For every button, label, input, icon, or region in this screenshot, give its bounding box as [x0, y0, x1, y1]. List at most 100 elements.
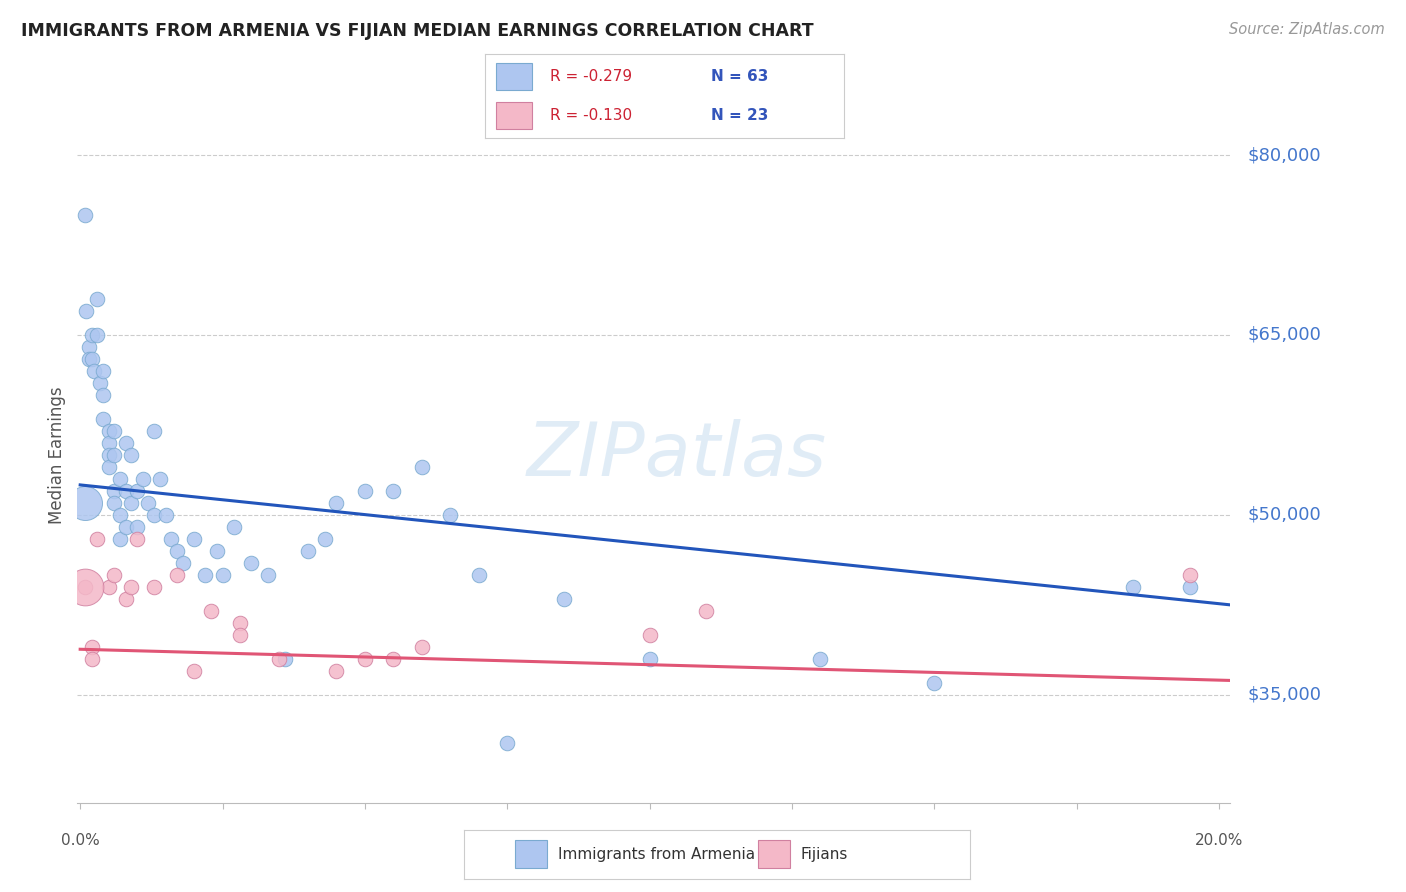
Point — [297, 544, 319, 558]
Point — [155, 508, 177, 522]
Point — [143, 508, 166, 522]
Point — [638, 652, 661, 666]
Point — [143, 580, 166, 594]
Point — [411, 459, 433, 474]
Point — [103, 483, 125, 498]
Text: $35,000: $35,000 — [1247, 686, 1322, 704]
Point — [439, 508, 461, 522]
Point — [149, 472, 172, 486]
Point — [211, 567, 233, 582]
Point — [120, 580, 142, 594]
Point — [86, 328, 108, 343]
Point — [73, 496, 96, 510]
Point — [108, 532, 131, 546]
FancyBboxPatch shape — [758, 840, 790, 868]
Point — [228, 628, 250, 642]
Point — [274, 652, 297, 666]
Text: $80,000: $80,000 — [1247, 146, 1322, 164]
Point — [325, 496, 347, 510]
Point — [1122, 580, 1144, 594]
Point — [114, 520, 136, 534]
Point — [353, 483, 375, 498]
Point — [922, 676, 945, 690]
Point — [80, 328, 103, 343]
Point — [411, 640, 433, 654]
Text: IMMIGRANTS FROM ARMENIA VS FIJIAN MEDIAN EARNINGS CORRELATION CHART: IMMIGRANTS FROM ARMENIA VS FIJIAN MEDIAN… — [21, 22, 814, 40]
Point — [103, 448, 125, 462]
Point — [240, 556, 263, 570]
Point — [108, 508, 131, 522]
Point — [138, 496, 160, 510]
Point — [80, 652, 103, 666]
Point — [73, 208, 96, 222]
Point — [114, 436, 136, 450]
Point — [166, 544, 188, 558]
Point — [183, 664, 205, 678]
Point — [120, 496, 142, 510]
Point — [73, 580, 96, 594]
Point — [808, 652, 831, 666]
FancyBboxPatch shape — [496, 102, 531, 129]
Text: Immigrants from Armenia: Immigrants from Armenia — [558, 847, 755, 862]
Point — [467, 567, 489, 582]
Point — [1180, 580, 1202, 594]
Text: R = -0.279: R = -0.279 — [550, 69, 631, 84]
Point — [80, 640, 103, 654]
Point — [91, 388, 114, 402]
Text: N = 63: N = 63 — [711, 69, 768, 84]
Text: 0.0%: 0.0% — [60, 833, 100, 847]
FancyBboxPatch shape — [515, 840, 547, 868]
Y-axis label: Median Earnings: Median Earnings — [48, 386, 66, 524]
Point — [97, 436, 120, 450]
Point — [97, 459, 120, 474]
Point — [638, 628, 661, 642]
Point — [75, 304, 97, 318]
Point — [97, 580, 120, 594]
Point — [228, 615, 250, 630]
Text: N = 23: N = 23 — [711, 108, 768, 123]
Point — [222, 520, 245, 534]
Point — [496, 736, 519, 750]
Point — [77, 351, 100, 366]
Point — [160, 532, 183, 546]
Point — [382, 652, 405, 666]
Point — [166, 567, 188, 582]
Point — [103, 567, 125, 582]
Point — [120, 448, 142, 462]
Point — [1180, 567, 1202, 582]
Point — [77, 340, 100, 354]
Point — [132, 472, 155, 486]
Text: Source: ZipAtlas.com: Source: ZipAtlas.com — [1229, 22, 1385, 37]
Point — [314, 532, 336, 546]
Point — [91, 412, 114, 426]
Point — [172, 556, 194, 570]
Point — [73, 580, 96, 594]
Point — [91, 364, 114, 378]
Point — [353, 652, 375, 666]
Text: $65,000: $65,000 — [1247, 326, 1322, 344]
Point — [86, 292, 108, 306]
Point — [257, 567, 280, 582]
Point — [553, 591, 575, 606]
Point — [205, 544, 228, 558]
Point — [114, 591, 136, 606]
Text: Fijians: Fijians — [800, 847, 848, 862]
Point — [695, 604, 717, 618]
Point — [103, 496, 125, 510]
Point — [382, 483, 405, 498]
Point — [200, 604, 222, 618]
Point — [103, 424, 125, 438]
Point — [114, 483, 136, 498]
Text: $50,000: $50,000 — [1247, 506, 1322, 524]
Point — [89, 376, 111, 390]
Point — [143, 424, 166, 438]
Point — [97, 424, 120, 438]
Point — [325, 664, 347, 678]
Point — [127, 483, 149, 498]
Point — [80, 351, 103, 366]
Point — [83, 364, 105, 378]
Point — [269, 652, 291, 666]
Point — [127, 520, 149, 534]
Text: R = -0.130: R = -0.130 — [550, 108, 631, 123]
Text: ZIPatlas: ZIPatlas — [527, 419, 827, 491]
